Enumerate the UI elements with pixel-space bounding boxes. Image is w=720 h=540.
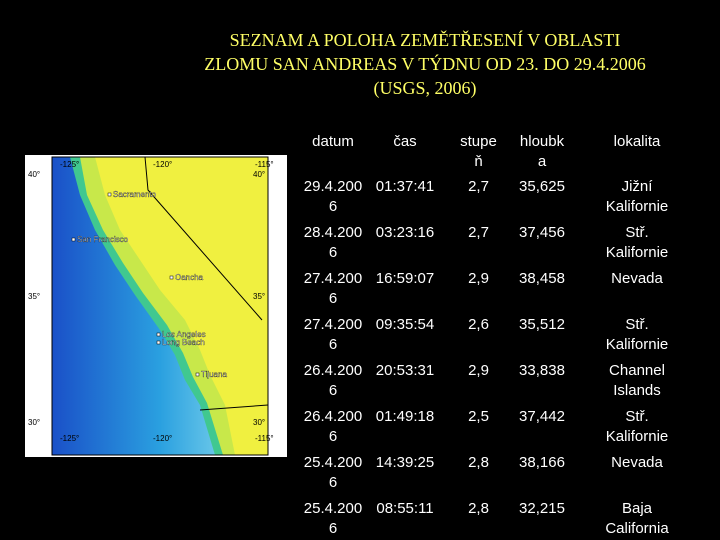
map-place-label: Long Beach [162,338,205,347]
header-cell: datum [312,133,354,150]
table-cell: 03:23:16 [375,224,435,241]
map-place-label: Oancha [175,273,204,282]
table-cell: 2,5 [468,408,489,425]
table-cell: 20:53:31 [375,362,435,379]
map-marker [195,372,200,377]
map-marker [107,192,112,197]
table-cell: 38,166 [519,454,565,471]
map-place-label: Sacramento [113,190,157,199]
table-cell: Nevada [611,454,663,471]
table-cell: Jižní Kalifornie [605,178,669,215]
map-place-label: Tijuana [201,370,227,379]
table-cell: 32,215 [519,500,565,517]
map-place-label: Los Angeles [162,330,206,339]
map-lon-label: -120° [153,160,172,169]
title-line: ZLOMU SAN ANDREAS V TÝDNU OD 23. DO 29.4… [204,54,646,74]
map-lat-label: 30° [253,418,265,427]
table-cell: 08:55:11 [376,500,434,517]
map-lon-label: -120° [153,434,172,443]
table-cell: 35,512 [519,316,565,333]
map-lon-label: -115° [255,160,274,169]
map-lat-label: 30° [28,418,40,427]
table-cell: Stř. Kalifornie [605,224,669,261]
map-lat-label: 35° [28,292,40,301]
table-cell: 28.4.2006 [303,224,363,261]
title-line: (USGS, 2006) [373,78,477,98]
map-lat-label: 35° [253,292,265,301]
table-cell: 26.4.2006 [303,408,363,445]
table-cell: 27.4.2006 [303,316,363,353]
table-cell: 27.4.2006 [303,270,363,307]
title-line: SEZNAM A POLOHA ZEMĚTŘESENÍ V OBLASTI [229,30,621,50]
table-cell: 2,9 [468,362,489,379]
table-cell: 33,838 [519,362,565,379]
map-marker [156,332,161,337]
table-cell: 2,8 [468,500,489,517]
table-cell: 2,9 [468,270,489,287]
map-lat-label: 40° [253,170,265,179]
header-cell: lokalita [613,133,661,150]
table-cell: 2,7 [468,224,489,241]
map-lon-label: -125° [60,160,79,169]
map-marker [169,275,174,280]
table-cell: 2,6 [468,316,489,333]
map-marker [71,237,76,242]
map-lat-label: 40° [28,170,40,179]
table-cell: Stř. Kalifornie [605,408,669,445]
map-place-label: San Francisco [77,235,129,244]
table-cell: 16:59:07 [375,270,435,287]
table-cell: Stř. Kalifornie [605,316,669,353]
table-cell: 26.4.2006 [303,362,363,399]
table-cell: 09:35:54 [375,316,435,333]
header-cell: čas [393,133,417,150]
table-cell: 37,442 [519,408,565,425]
map: -125°-125°-120°-120°-115°-115°40° 40°35° 3… [25,155,287,457]
header-cell: stupeň [460,133,497,170]
table-cell: Nevada [611,270,663,287]
table-cell: Channel Islands [609,362,665,399]
table-cell: 35,625 [519,178,565,195]
table-cell: 01:49:18 [375,408,435,425]
table-cell: 37,456 [519,224,565,241]
table-cell: 2,7 [468,178,489,195]
header-cell: hloubka [519,133,565,170]
table-cell: 25.4.2006 [303,454,363,491]
table-cell: 25.4.2006 [303,500,363,537]
table-cell: 2,8 [468,454,489,471]
table-cell: 14:39:25 [375,454,435,471]
map-lon-label: -115° [255,434,274,443]
map-marker [156,340,161,345]
slide-title: SEZNAM A POLOHA ZEMĚTŘESENÍ V OBLASTI ZLO… [150,28,700,100]
table-cell: 38,458 [519,270,565,287]
table-cell: 01:37:41 [375,178,435,195]
table-cell: 29.4.2006 [303,178,363,215]
table-cell: Baja California [605,500,669,537]
map-lon-label: -125° [60,434,79,443]
